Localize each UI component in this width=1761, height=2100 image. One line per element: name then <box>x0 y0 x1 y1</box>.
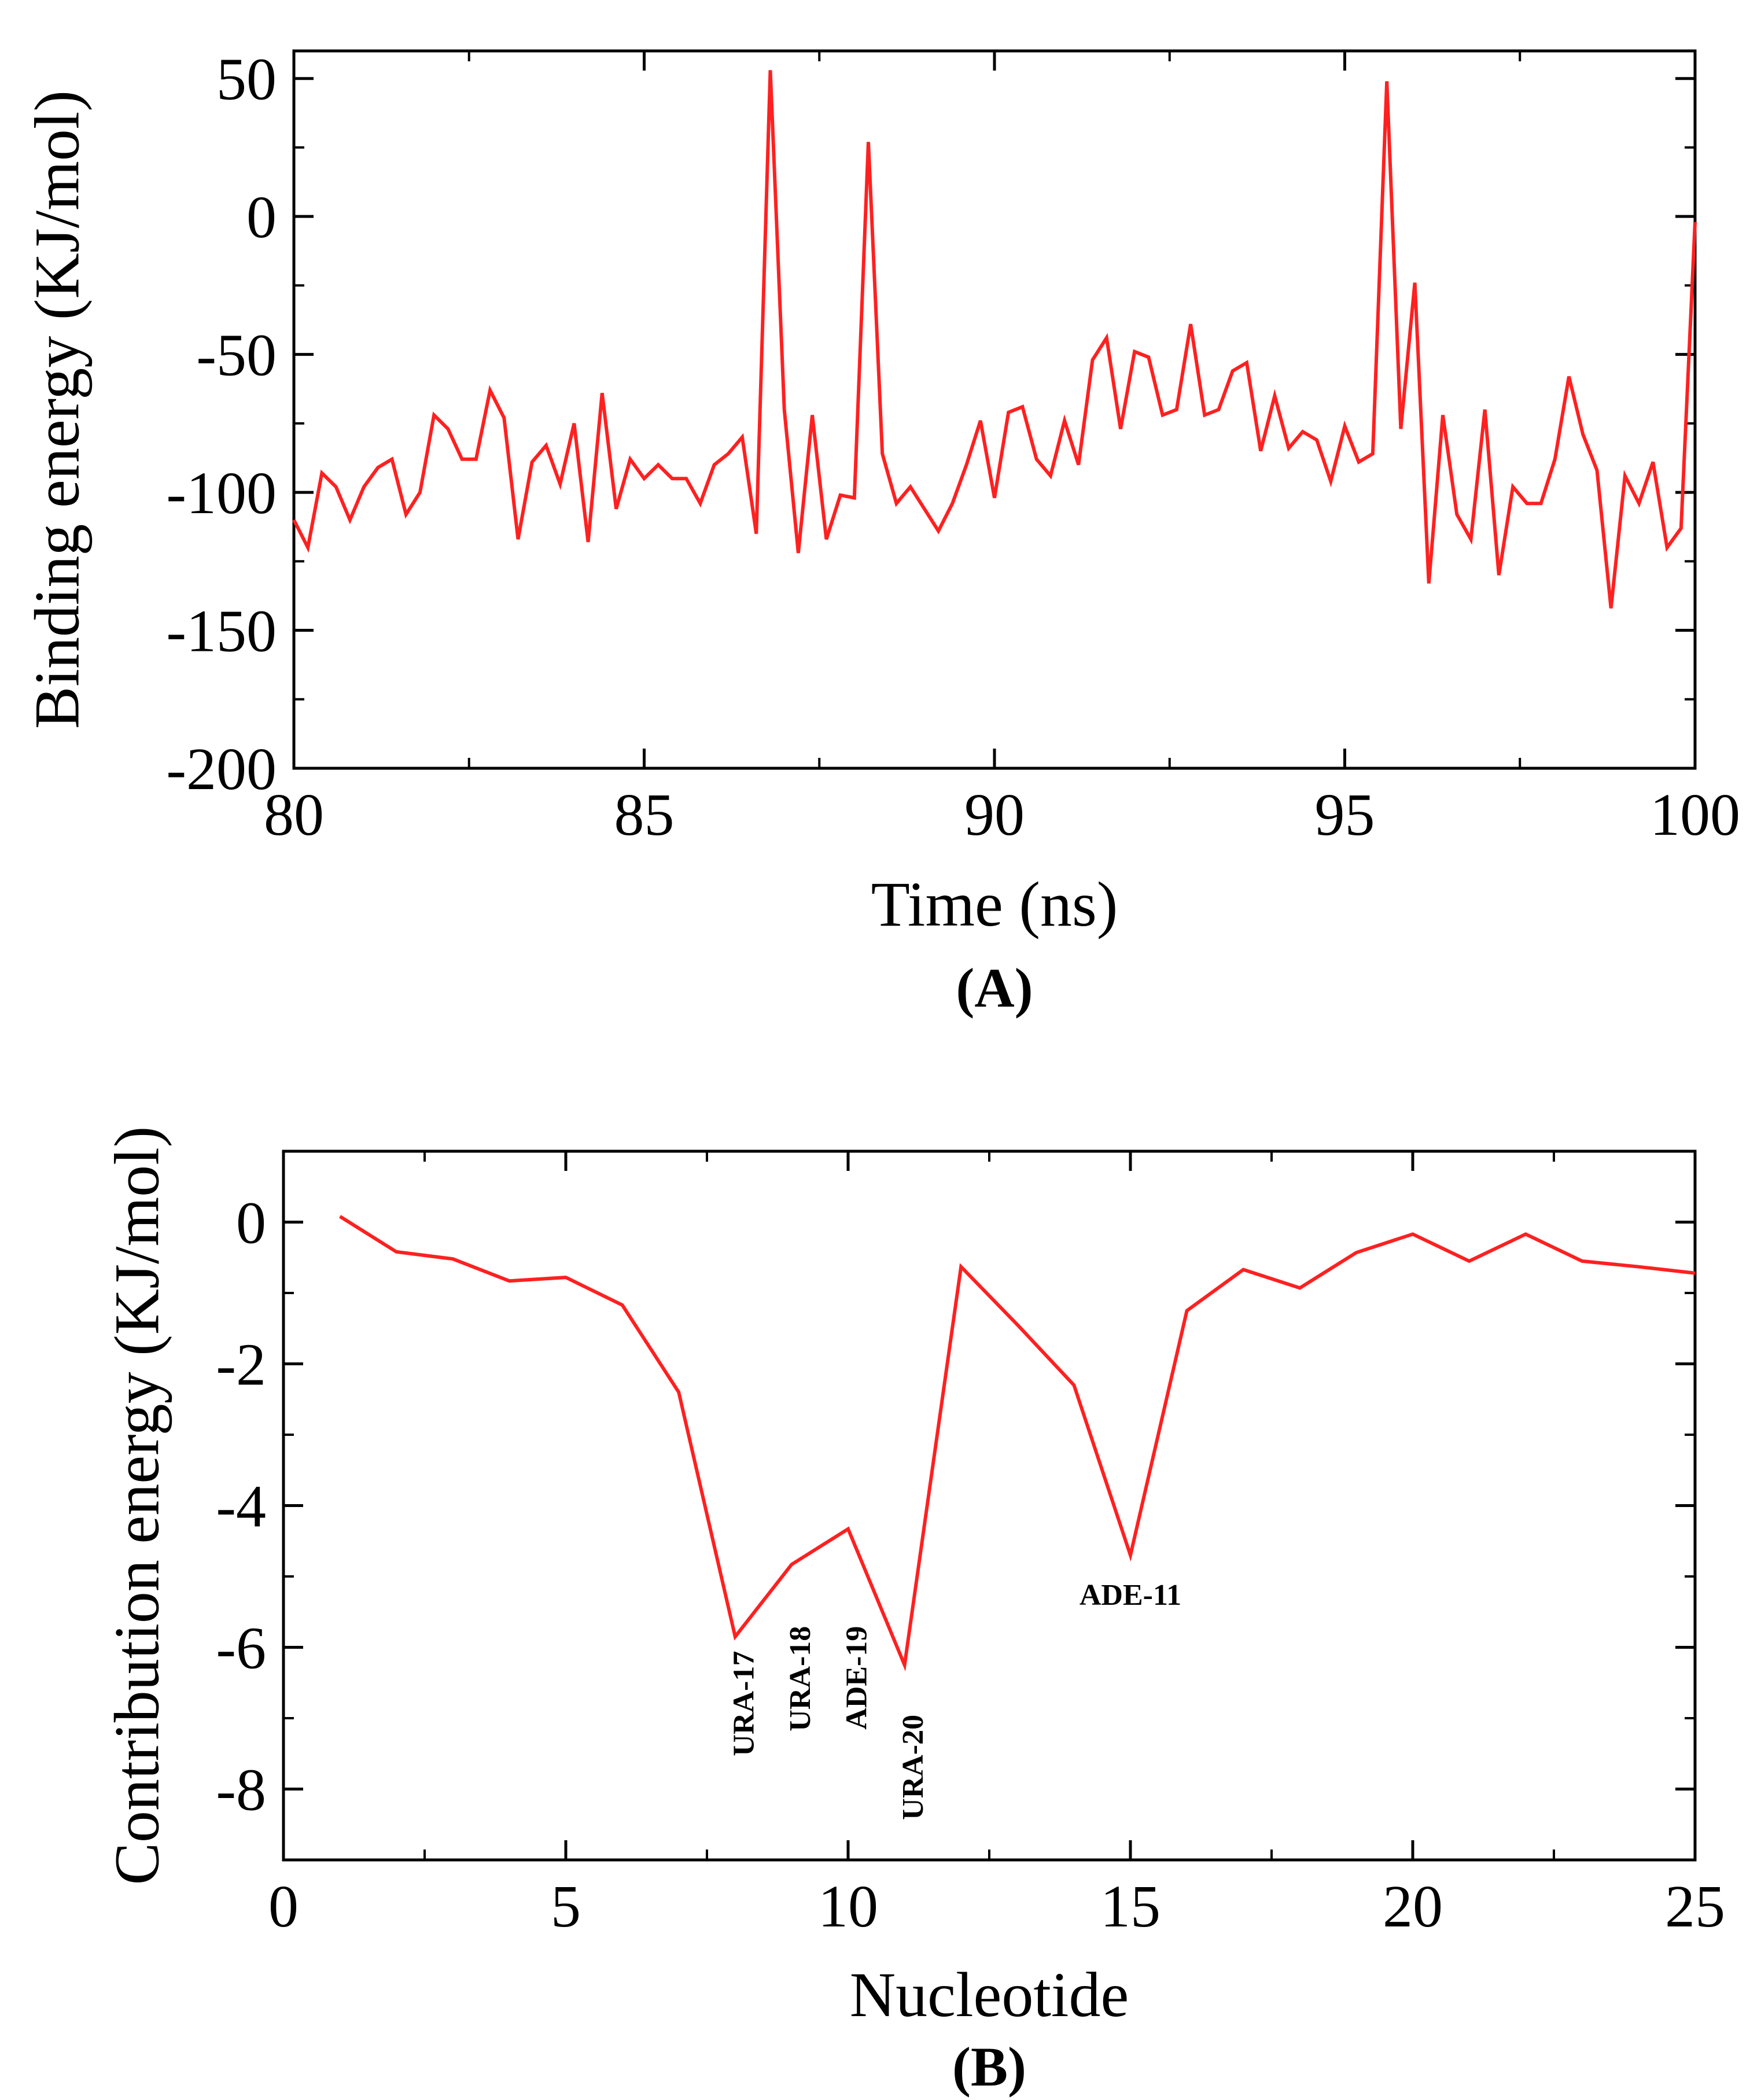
y-tick-label: -2 <box>216 1332 266 1398</box>
x-tick-label: 10 <box>818 1873 878 1940</box>
point-annotation: ADE-19 <box>840 1626 873 1730</box>
panel-b-tick-labels: 0 5 10 15 20 25 -8 -6 -4 -2 0 <box>216 1190 1725 1940</box>
x-tick-label: 5 <box>551 1873 581 1940</box>
y-tick-label: -100 <box>166 460 277 526</box>
panel-b-x-axis-title: Nucleotide <box>850 1959 1129 2030</box>
y-tick-label: 50 <box>216 46 277 113</box>
panel-b-contribution-energy-line <box>339 1215 1696 1672</box>
x-tick-label: 0 <box>268 1873 299 1940</box>
panel-a-binding-energy-line <box>292 70 1697 609</box>
x-tick-label: 20 <box>1383 1873 1443 1940</box>
y-tick-label: -200 <box>166 736 277 802</box>
panel-a-label: (A) <box>956 957 1033 1019</box>
y-tick-label: -50 <box>196 322 277 389</box>
y-tick-label: 0 <box>246 184 277 250</box>
y-tick-label: -150 <box>166 598 277 665</box>
panel-a-y-axis-title: Binding energy (KJ/mol) <box>21 90 92 729</box>
x-tick-label: 100 <box>1650 782 1740 848</box>
y-tick-label: 0 <box>236 1190 266 1257</box>
panel-b-plot-frame <box>282 1150 1697 1862</box>
y-tick-label: -4 <box>216 1473 266 1540</box>
point-annotation: URA-18 <box>784 1626 817 1731</box>
x-tick-label: 85 <box>614 782 675 848</box>
point-annotation: URA-17 <box>727 1651 760 1756</box>
panel-b-y-axis-title: Contribution energy (KJ/mol) <box>101 1126 172 1885</box>
x-tick-label: 90 <box>964 782 1025 848</box>
panel-b-ticks <box>282 1151 1697 1860</box>
panel-a-ticks <box>292 51 1697 770</box>
panel-a-x-axis-title: Time (ns) <box>871 869 1118 940</box>
panel-b-label: (B) <box>952 2036 1026 2098</box>
y-tick-label: -6 <box>216 1615 266 1682</box>
point-annotation: ADE-11 <box>1080 1579 1181 1612</box>
y-tick-label: -8 <box>216 1757 266 1823</box>
panel-b-contribution-energy-chart: 0 5 10 15 20 25-8-6-4-20 URA-17 URA-18 ADE-19UR… <box>101 1126 1725 2098</box>
panel-b-annotations: URA-17 URA-18 ADE-19 URA-20 ADE-11 <box>727 1579 1181 1820</box>
panel-a-tick-labels: 80 85 90 95 100 -200 -150 -100 -50 0 50 <box>166 46 1740 848</box>
x-tick-label: 25 <box>1665 1873 1725 1940</box>
x-tick-label: 95 <box>1315 782 1375 848</box>
x-tick-label: 15 <box>1100 1873 1161 1940</box>
point-annotation: URA-20 <box>897 1715 930 1820</box>
x-tick-label: 80 <box>264 782 324 848</box>
